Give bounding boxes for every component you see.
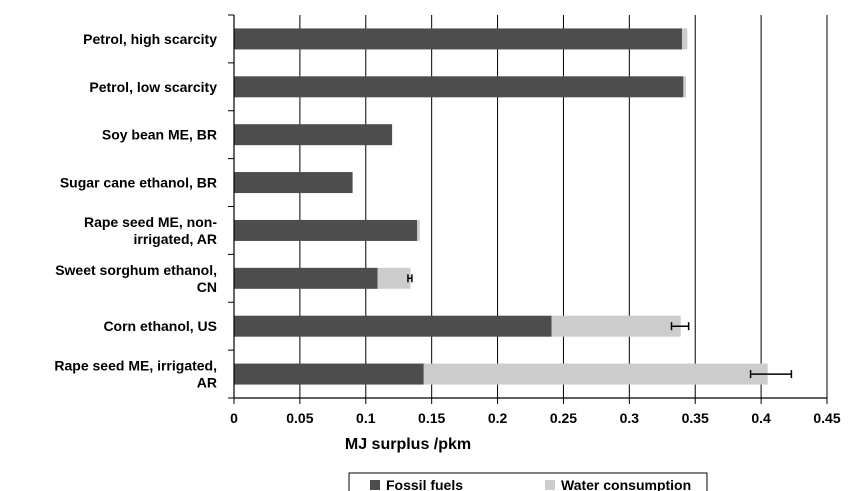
bar-water-consumption xyxy=(682,28,688,50)
bar-fossil-fuels xyxy=(234,76,684,98)
category-label: Rape seed ME, non- xyxy=(84,214,217,230)
legend-swatch xyxy=(545,480,555,490)
x-tick-label: 0.25 xyxy=(550,410,577,426)
category-label: Petrol, high scarcity xyxy=(83,31,217,47)
x-tick-label: 0.45 xyxy=(813,410,840,426)
legend-label: Fossil fuels xyxy=(386,477,463,491)
x-tick-label: 0.2 xyxy=(488,410,508,426)
category-label: Corn ethanol, US xyxy=(103,318,217,334)
category-labels: Petrol, high scarcity Petrol, low scarcit… xyxy=(54,31,217,391)
category-label: Petrol, low scarcity xyxy=(89,79,217,95)
category-label: Rape seed ME, irrigated, xyxy=(54,358,217,374)
legend-box xyxy=(348,472,708,491)
bar-water-consumption xyxy=(683,76,686,98)
x-tick-label: 0.35 xyxy=(682,410,709,426)
legend-swatch xyxy=(370,480,380,490)
error-bars xyxy=(407,274,793,379)
x-tick-label: 0.4 xyxy=(751,410,771,426)
bar-water-consumption xyxy=(417,219,420,241)
bar-water-consumption xyxy=(551,315,681,337)
bar-fossil-fuels xyxy=(234,267,378,289)
x-tick-label: 0.05 xyxy=(286,410,313,426)
bar-fossil-fuels xyxy=(234,28,683,50)
bar-water-consumption xyxy=(377,267,411,289)
error-bar xyxy=(407,274,413,283)
tick-labels: 0 0.05 0.1 0.15 0.2 0.25 0.3 0.35 0.4 0.45 xyxy=(230,410,841,426)
x-axis-title: MJ surplus /pkm xyxy=(345,436,471,453)
bars xyxy=(234,28,768,385)
legend: Fossil fuels Water consumption xyxy=(348,472,708,491)
x-tick-label: 0.15 xyxy=(418,410,445,426)
error-bar xyxy=(749,370,793,379)
bar-fossil-fuels xyxy=(234,219,418,241)
error-bar xyxy=(670,322,690,331)
category-label: Soy bean ME, BR xyxy=(102,127,217,143)
bar-fossil-fuels xyxy=(234,124,393,146)
category-label: AR xyxy=(197,375,217,391)
legend-label: Water consumption xyxy=(561,477,691,491)
x-tick-label: 0.1 xyxy=(356,410,376,426)
x-tick-label: 0.3 xyxy=(620,410,640,426)
grid-lines xyxy=(299,15,828,398)
bar-fossil-fuels xyxy=(234,363,424,385)
category-label: Sugar cane ethanol, BR xyxy=(60,175,217,191)
category-label: Sweet sorghum ethanol, xyxy=(55,262,217,278)
bar-fossil-fuels xyxy=(234,172,353,194)
category-label: irrigated, AR xyxy=(134,231,218,247)
axes xyxy=(228,14,828,404)
bar-water-consumption xyxy=(423,363,768,385)
bar-fossil-fuels xyxy=(234,315,552,337)
x-tick-label: 0 xyxy=(230,410,238,426)
category-label: CN xyxy=(197,279,217,295)
